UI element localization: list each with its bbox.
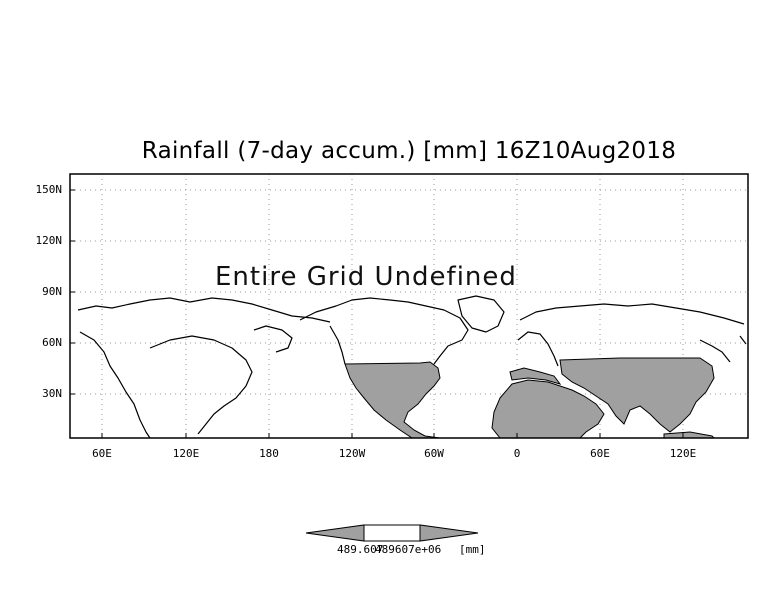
africa-shaded xyxy=(491,379,605,439)
lon-label-120w: 120W xyxy=(338,447,366,460)
lon-label-60e: 60E xyxy=(92,447,112,460)
lat-label-30n: 30N xyxy=(42,387,62,400)
lon-label-120e-east: 120E xyxy=(669,447,697,460)
lat-label-90n: 90N xyxy=(42,285,62,298)
colorbar-unit-label: [mm] xyxy=(459,543,486,556)
lat-label-150n: 150N xyxy=(35,183,63,196)
axis-ticks xyxy=(70,189,684,438)
lat-label-60n: 60N xyxy=(42,336,62,349)
coastlines xyxy=(77,295,747,439)
map-title: Rainfall (7-day accum.) [mm] 16Z10Aug201… xyxy=(141,138,677,164)
lon-label-60e-east: 60E xyxy=(590,447,610,460)
colorbar-max-label: 489607e+06 xyxy=(375,543,442,556)
colorbar-right-arrow xyxy=(419,524,479,542)
lon-label-120e: 120E xyxy=(172,447,200,460)
colorbar-left-arrow xyxy=(305,524,365,542)
lon-label-60w: 60W xyxy=(424,447,444,460)
lat-label-120n: 120N xyxy=(35,234,63,247)
undefined-grid-message: Entire Grid Undefined xyxy=(215,262,517,292)
colorbar xyxy=(305,524,479,542)
colorbar-min-label: 489.607 xyxy=(337,543,384,556)
land-shading xyxy=(344,357,716,439)
north-america-shaded xyxy=(344,361,441,439)
lon-label-0: 0 xyxy=(513,447,521,460)
map-frame xyxy=(69,173,749,439)
colorbar-middle-box xyxy=(363,524,421,542)
lon-label-180: 180 xyxy=(259,447,279,460)
europe-shaded xyxy=(509,367,562,385)
indonesia-shaded xyxy=(663,431,716,439)
asia-shaded xyxy=(559,357,715,433)
